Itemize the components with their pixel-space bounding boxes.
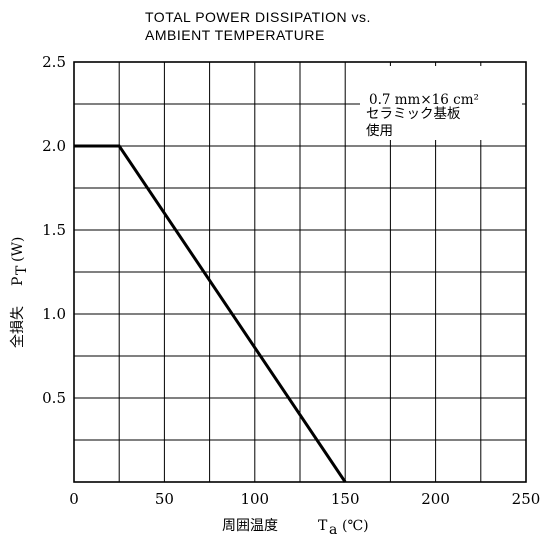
x-tick-label: 200	[421, 490, 450, 508]
annotation-background	[360, 66, 522, 140]
chart-title-line-2: AMBIENT TEMPERATURE	[145, 27, 325, 43]
y-axis-symbol: P	[10, 277, 26, 286]
series-line	[74, 144, 347, 483]
x-tick-label: 100	[240, 490, 269, 508]
y-axis-ticks: 0.5 1.0 1.5 2.0 2.5	[42, 53, 66, 407]
x-tick-label: 50	[155, 490, 174, 508]
x-tick-label: 0	[69, 490, 79, 508]
series-layer	[74, 144, 347, 483]
y-tick-label: 2.0	[42, 137, 66, 155]
x-axis-label-text: 周囲温度	[222, 518, 278, 534]
x-axis-label: 周囲温度 T a (℃)	[222, 518, 369, 538]
y-axis-unit: (W)	[10, 237, 26, 262]
x-axis-symbol-subscript: a	[329, 522, 337, 538]
plot-frame	[73, 61, 527, 483]
annotation-line-3: 使用	[366, 122, 393, 139]
annotation-line-2: セラミック基板	[366, 105, 461, 122]
annotation-line-1: 0.7 mm×16 cm²	[369, 92, 479, 108]
x-tick-label: 250	[512, 490, 541, 508]
chart-title-line-1: TOTAL POWER DISSIPATION vs.	[145, 9, 371, 25]
y-axis-symbol-subscript: T	[14, 265, 30, 275]
y-axis-label: 全損失 P T (W)	[9, 237, 30, 348]
x-tick-label: 150	[331, 490, 360, 508]
grid	[74, 62, 526, 482]
annotation: 0.7 mm×16 cm² セラミック基板 使用	[360, 66, 522, 140]
x-axis-ticks: 0 50 100 150 200 250	[69, 490, 540, 508]
y-tick-label: 2.5	[42, 53, 66, 71]
y-tick-label: 0.5	[42, 389, 66, 407]
x-axis-symbol: T	[318, 518, 328, 534]
y-tick-label: 1.5	[42, 221, 66, 239]
y-axis-label-text: 全損失	[9, 306, 26, 348]
y-tick-label: 1.0	[42, 305, 66, 323]
x-axis-unit: (℃)	[342, 518, 369, 534]
